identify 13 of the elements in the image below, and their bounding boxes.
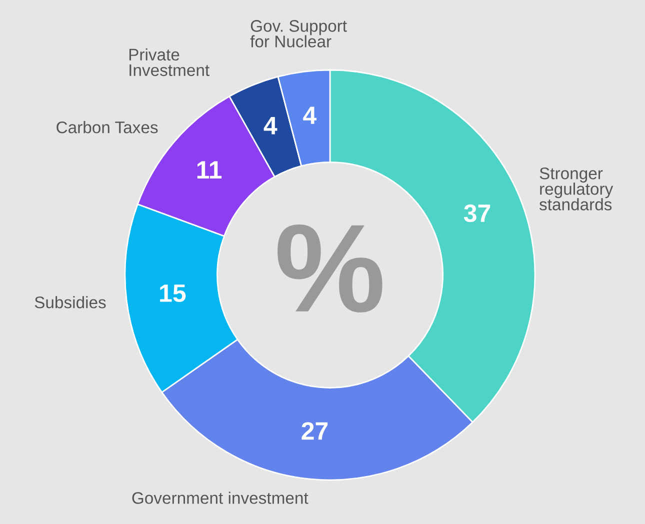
slice-label: Government investment <box>132 492 308 504</box>
slice-label: Subsidies <box>34 296 106 308</box>
data-label: 4 <box>303 106 316 124</box>
slice-label: Gov. Support for Nuclear <box>250 20 347 48</box>
data-label: 27 <box>302 422 328 440</box>
data-label: 37 <box>464 204 490 222</box>
slice-label: Stronger regulatory standards <box>539 168 614 210</box>
text: % <box>278 224 382 312</box>
slice-label: Private Investment <box>129 48 210 76</box>
data-label: 4 <box>264 117 278 134</box>
data-label: 11 <box>197 161 222 178</box>
slice-label: Carbon Taxes <box>56 121 158 134</box>
data-label: 15 <box>160 284 186 302</box>
